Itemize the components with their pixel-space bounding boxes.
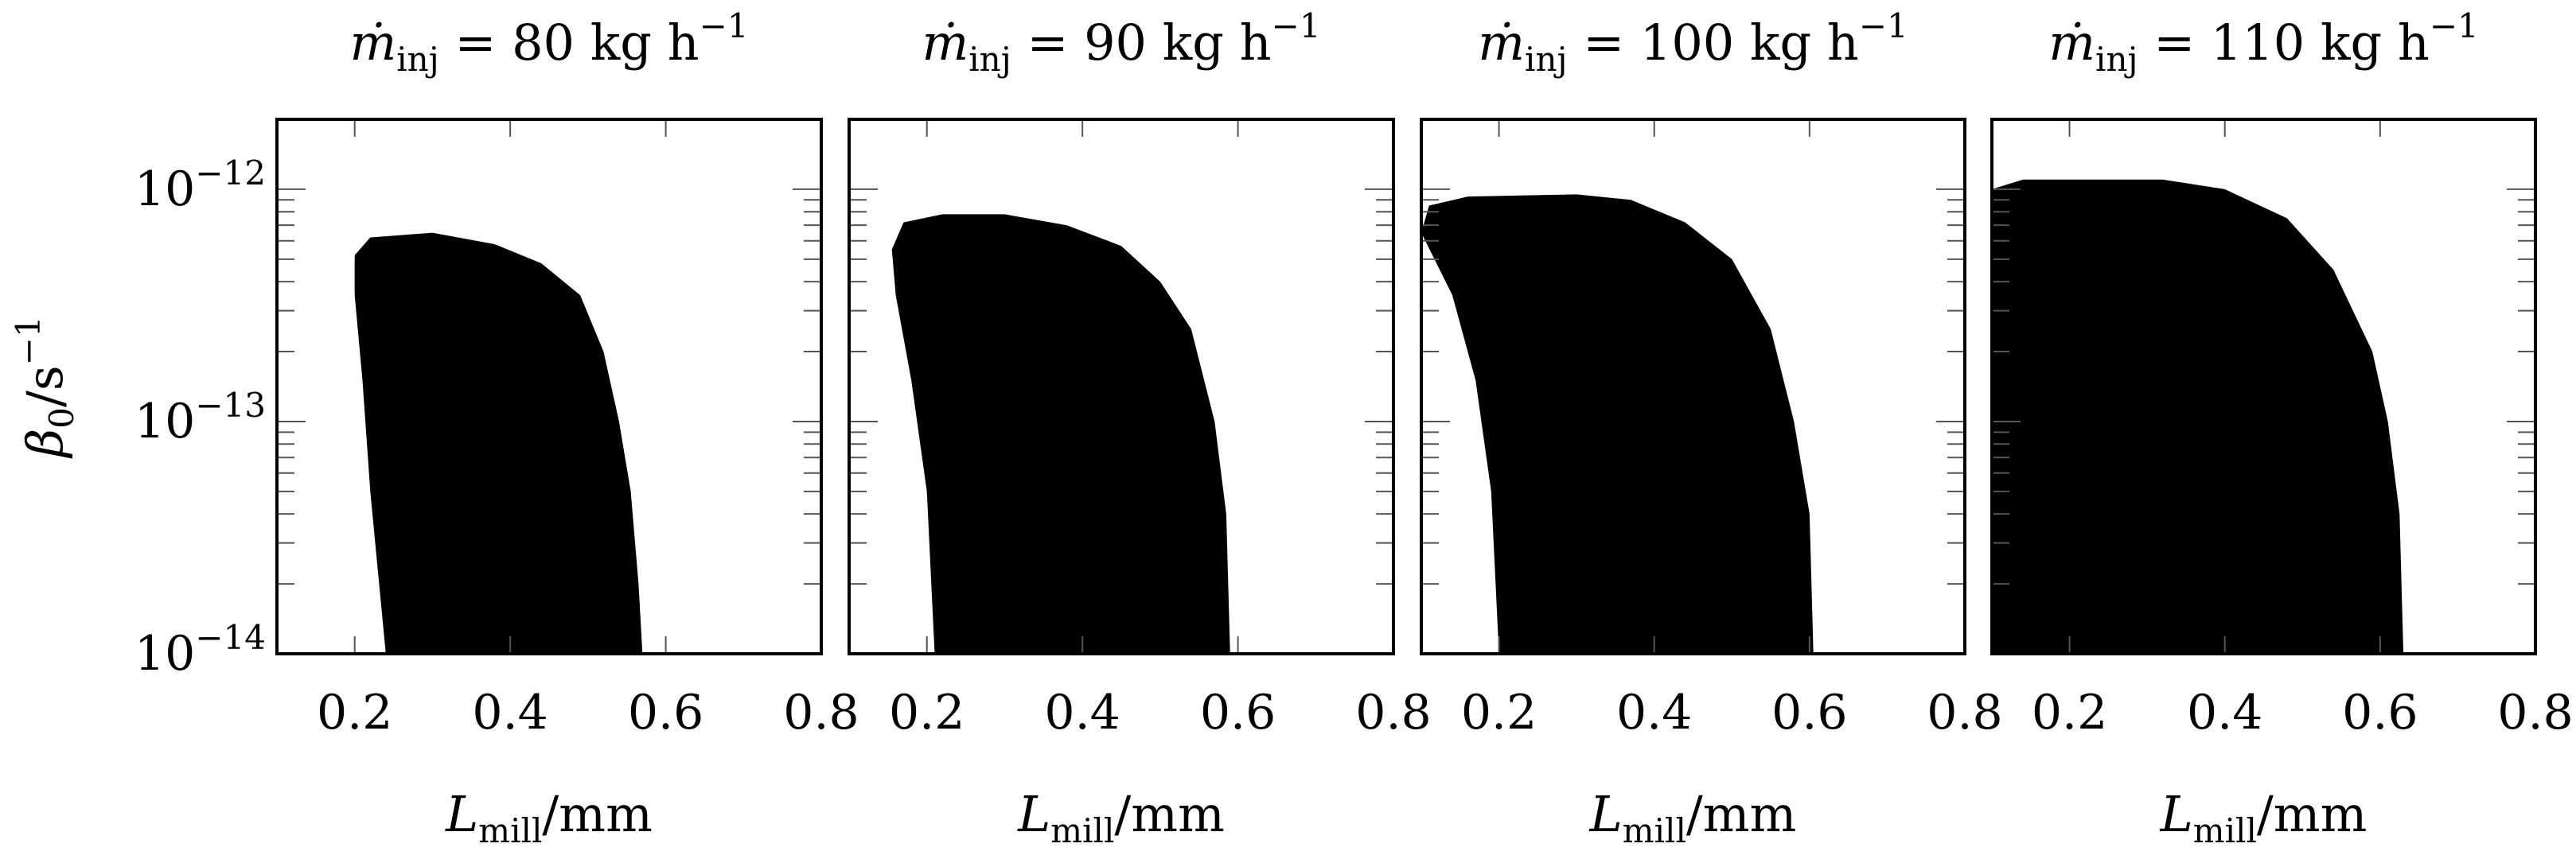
x-tick-label: 0.2 [889,685,965,740]
title-subscript: inj [396,40,439,79]
y-tick-label: 10−14 [134,618,266,682]
x-tick-label: 0.2 [317,685,392,740]
x-axis-label-subscript: mill [1050,811,1114,850]
panel-title: ṁinj = 110 kg h−1 [2048,6,2479,79]
title-symbol: ṁ [922,14,968,72]
region-area-panel-2 [891,214,1230,654]
y-tick-label-base: 10 [134,161,195,217]
title-value: = 80 kg h [439,14,700,72]
y-tick-label-exponent: −12 [195,154,266,192]
x-axis-label-unit: /mm [542,785,652,843]
x-tick-label: 0.8 [1355,685,1431,740]
region-area-panel-3 [1421,194,1814,654]
title-superscript: −1 [2430,6,2479,45]
x-axis-label-subscript: mill [478,811,542,850]
x-tick-label: 0.4 [1044,685,1120,740]
x-tick-label: 0.6 [1771,685,1847,740]
plot-frame [1990,118,2537,655]
x-axis-label: Lmill/mm [2160,785,2368,850]
chart-panel-3: 0.2 0.4 0.6 0.8 ṁinj = 100 kg h−1 Lmill/mm [1420,6,2003,850]
title-subscript: inj [1525,40,1568,79]
x-tick-label: 0.8 [2497,685,2573,740]
y-axis-label-unit: /s [16,365,74,407]
chart-panel-2: 0.2 0.4 0.6 0.8 ṁinj = 90 kg h−1 Lmill/mm [848,6,1432,850]
x-tick-label: 0.2 [2032,685,2107,740]
x-axis-label: Lmill/mm [1017,785,1225,850]
plot-frame [848,118,1395,655]
title-superscript: −1 [1859,6,1908,45]
x-axis-label: Lmill/mm [1589,785,1797,850]
x-tick-label: 0.4 [2187,685,2262,740]
x-tick-label: 0.8 [783,685,859,740]
title-symbol: ṁ [2048,14,2095,72]
x-axis-label: Lmill/mm [445,785,653,850]
y-axis-label-subscript: 0 [42,407,81,429]
x-tick-label: 0.4 [472,685,548,740]
panel-title: ṁinj = 80 kg h−1 [349,6,748,79]
y-tick-label: 10−13 [134,386,266,449]
x-tick-label: 0.6 [1200,685,1276,740]
title-subscript: inj [968,40,1011,79]
panel-title: ṁinj = 100 kg h−1 [1478,6,1908,79]
x-tick-label: 0.6 [628,685,703,740]
title-subscript: inj [2095,40,2138,79]
y-tick-label-base: 10 [134,626,195,682]
x-tick-label: 0.4 [1616,685,1692,740]
title-value: = 100 kg h [1568,14,1859,72]
x-tick-label: 0.8 [1927,685,2002,740]
y-axis-label-symbol: β [16,429,74,459]
title-superscript: −1 [700,6,749,45]
y-tick-label: 10−12 [134,154,266,217]
x-tick-label: 0.2 [1461,685,1537,740]
x-axis-label-subscript: mill [1623,811,1686,850]
x-tick-label: 0.6 [2342,685,2418,740]
panel-title: ṁinj = 90 kg h−1 [922,6,1320,79]
title-symbol: ṁ [1478,14,1525,72]
x-axis-label-unit: /mm [1686,785,1796,843]
y-axis-label-superscript: −1 [9,316,48,365]
x-axis-label-subscript: mill [2193,811,2257,850]
y-tick-label-exponent: −14 [195,618,266,657]
region-area-panel-1 [354,232,643,655]
title-symbol: ṁ [349,14,396,72]
y-tick-label-base: 10 [134,394,195,449]
x-axis-label-symbol: L [1589,785,1623,843]
title-value: = 90 kg h [1011,14,1272,72]
title-value: = 110 kg h [2138,14,2430,72]
x-axis-label-symbol: L [1017,785,1050,843]
region-area-panel-4 [1992,179,2404,655]
y-axis-label: β0/s−1 [9,316,81,458]
title-superscript: −1 [1272,6,1321,45]
chart-panel-4: 0.2 0.4 0.6 0.8 ṁinj = 110 kg h−1 Lmill/mm [1990,6,2574,850]
x-axis-label-symbol: L [2160,785,2193,843]
x-axis-label-unit: /mm [1114,785,1224,843]
plot-frame [275,118,823,655]
y-tick-label-exponent: −13 [195,386,266,425]
x-axis-label-unit: /mm [2257,785,2367,843]
x-axis-label-symbol: L [445,785,478,843]
plot-frame [1420,118,1966,655]
